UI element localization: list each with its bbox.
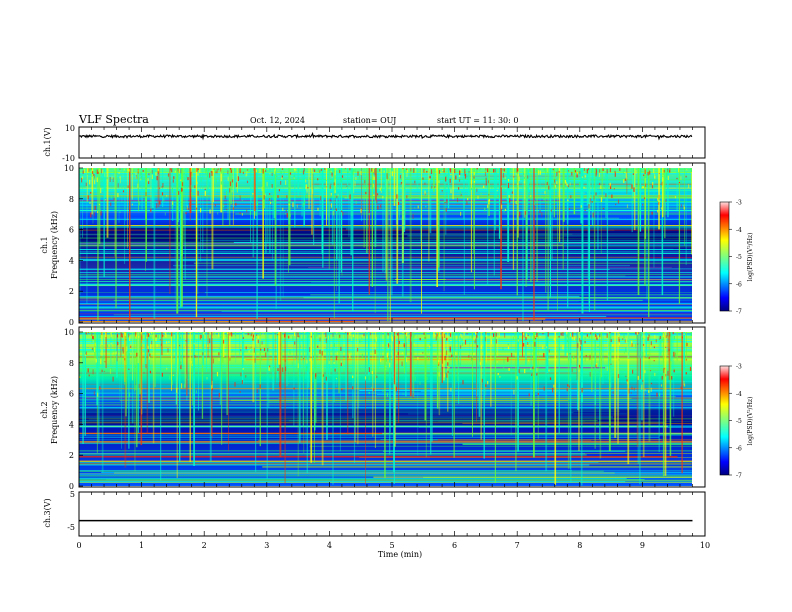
ch3-ytick-top: 5 [70, 490, 75, 499]
colorbar-tick-label: -6 [736, 445, 742, 452]
y-tick-label: 0 [69, 318, 74, 327]
ch1-ytick-bottom: -10 [62, 154, 75, 163]
y-tick-label: 4 [69, 256, 74, 265]
ch1-colorbar [719, 201, 730, 312]
ch2-colorbar-label: log(PSD)(V²/Hz) [747, 397, 754, 446]
x-tick-label: 5 [389, 541, 394, 550]
figure-title: VLF Spectra [78, 113, 149, 126]
y-tick-label: 8 [69, 359, 74, 368]
x-tick-label: 9 [640, 541, 645, 550]
header-start-time: start UT = 11: 30: 0 [437, 116, 518, 125]
ch2-spectrogram-channel-label: ch.2 [40, 401, 49, 418]
ch1-colorbar-label: log(PSD)(V²/Hz) [747, 233, 754, 282]
x-tick-label: 6 [452, 541, 457, 550]
colorbar-tick-label: -5 [736, 418, 742, 425]
colorbar-tick-label: -4 [736, 391, 742, 398]
x-tick-label: 2 [202, 541, 207, 550]
ch3-waveform-panel: 5 -5 ch.3(V) [43, 490, 706, 537]
colorbar-tick-label: -5 [736, 254, 742, 261]
ch1-waveform-trace [78, 131, 693, 141]
header-station: station= OUJ [343, 116, 396, 125]
colorbar-tick-label: -6 [736, 281, 742, 288]
ch1-ytick-top: 10 [65, 124, 75, 133]
y-tick-label: 8 [69, 195, 74, 204]
x-axis-tick-labels: 0 1 2 3 4 5 6 7 8 9 10 [76, 541, 710, 550]
colorbar-tick-label: -7 [736, 309, 742, 316]
x-tick-label: 7 [515, 541, 520, 550]
y-tick-label: 2 [69, 451, 74, 460]
header-date: Oct. 12, 2024 [250, 116, 305, 125]
ch1-waveform-panel: 10 -10 ch.1(V) [43, 124, 706, 163]
x-axis-label: Time (min) [378, 550, 422, 559]
x-tick-label: 4 [327, 541, 332, 550]
ch1-spectrogram-channel-label: ch.1 [40, 236, 49, 253]
y-tick-label: 6 [69, 226, 74, 235]
x-tick-label: 1 [139, 541, 144, 550]
ch1-waveform-ylabel: ch.1(V) [43, 127, 52, 156]
ch2-spectrogram-ylabel: Frequency (kHz) [50, 376, 59, 444]
y-tick-label: 10 [64, 328, 74, 337]
ch3-ytick-bottom: -5 [67, 523, 75, 532]
y-tick-label: 0 [69, 482, 74, 491]
y-tick-label: 4 [69, 420, 74, 429]
y-tick-label: 10 [64, 164, 74, 173]
ch1-spectrogram-ylabel: Frequency (kHz) [50, 211, 59, 279]
x-tick-label: 10 [700, 541, 710, 550]
x-tick-label: 3 [264, 541, 269, 550]
colorbar-tick-label: -3 [736, 364, 742, 371]
y-tick-label: 2 [69, 287, 74, 296]
colorbar-tick-label: -4 [736, 227, 742, 234]
y-tick-label: 6 [69, 390, 74, 399]
colorbar-tick-label: -7 [736, 473, 742, 480]
x-tick-label: 0 [76, 541, 81, 550]
ch3-waveform-ylabel: ch.3(V) [43, 498, 52, 527]
ch2-colorbar [719, 365, 730, 476]
x-tick-label: 8 [577, 541, 582, 550]
colorbar-tick-label: -3 [736, 200, 742, 207]
